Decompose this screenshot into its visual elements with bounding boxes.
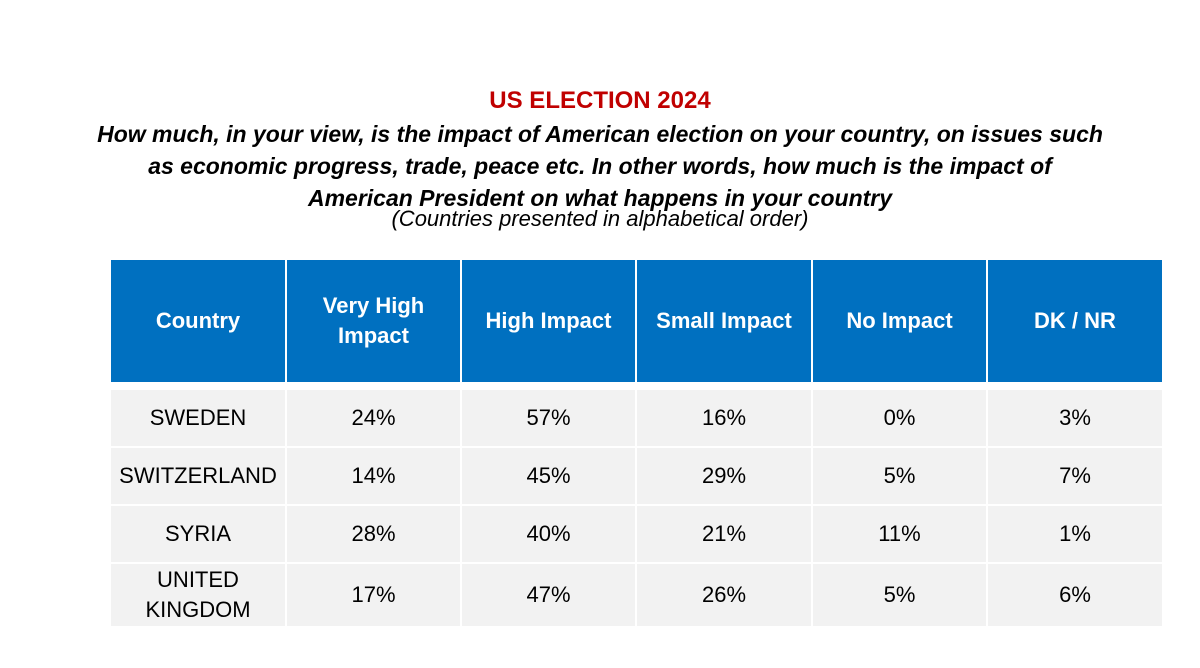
small-impact-cell: 26%	[635, 562, 813, 628]
table-spacer	[110, 383, 1163, 389]
column-header-dk-nr: DK / NR	[986, 258, 1164, 384]
slide-title: US ELECTION 2024	[489, 87, 711, 114]
small-impact-cell: 29%	[635, 446, 813, 506]
table-row: SWEDEN 24% 57% 16% 0% 3%	[109, 388, 1164, 448]
high-impact-cell: 47%	[460, 562, 637, 628]
dk-nr-cell: 1%	[986, 504, 1164, 564]
no-impact-cell: 0%	[811, 388, 988, 448]
slide-header: US ELECTION 2024 How much, in your view,…	[0, 86, 1200, 230]
very-high-impact-cell: 28%	[285, 504, 462, 564]
country-cell: SWEDEN	[109, 388, 287, 448]
country-cell: SYRIA	[109, 504, 287, 564]
dk-nr-cell: 3%	[986, 388, 1164, 448]
table-row: SYRIA 28% 40% 21% 11% 1%	[109, 504, 1164, 564]
dk-nr-cell: 6%	[986, 562, 1164, 628]
column-header-no-impact: No Impact	[811, 258, 988, 384]
column-header-small-impact: Small Impact	[635, 258, 813, 384]
column-header-high-impact: High Impact	[460, 258, 637, 384]
table-row: SWITZERLAND 14% 45% 29% 5% 7%	[109, 446, 1164, 506]
high-impact-cell: 45%	[460, 446, 637, 506]
high-impact-cell: 57%	[460, 388, 637, 448]
high-impact-cell: 40%	[460, 504, 637, 564]
very-high-impact-cell: 14%	[285, 446, 462, 506]
country-cell: UNITED KINGDOM	[109, 562, 287, 628]
very-high-impact-cell: 24%	[285, 388, 462, 448]
dk-nr-cell: 7%	[986, 446, 1164, 506]
very-high-impact-cell: 17%	[285, 562, 462, 628]
table-header-row: Country Very High Impact High Impact Sma…	[109, 258, 1164, 384]
results-table: Country Very High Impact High Impact Sma…	[109, 258, 1164, 628]
column-header-very-high-impact: Very High Impact	[285, 258, 462, 384]
column-header-country: Country	[109, 258, 287, 384]
no-impact-cell: 11%	[811, 504, 988, 564]
no-impact-cell: 5%	[811, 446, 988, 506]
survey-question: How much, in your view, is the impact of…	[97, 121, 1103, 211]
table-row: UNITED KINGDOM 17% 47% 26% 5% 6%	[109, 562, 1164, 628]
no-impact-cell: 5%	[811, 562, 988, 628]
order-note: (Countries presented in alphabetical ord…	[391, 206, 809, 231]
small-impact-cell: 21%	[635, 504, 813, 564]
small-impact-cell: 16%	[635, 388, 813, 448]
country-cell: SWITZERLAND	[109, 446, 287, 506]
